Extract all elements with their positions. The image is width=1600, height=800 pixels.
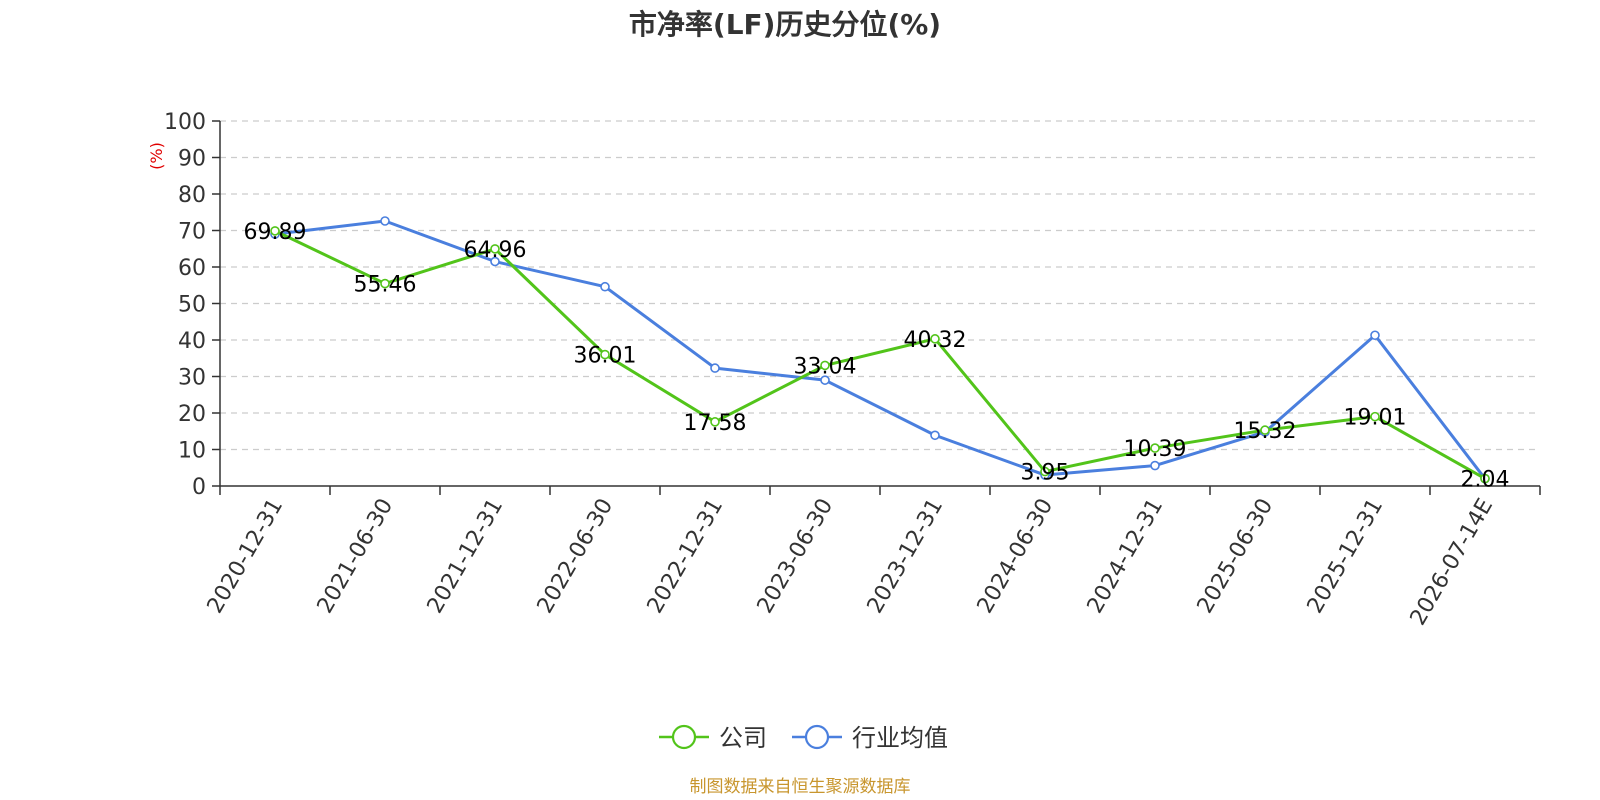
data-label: 17.58 — [684, 411, 747, 436]
data-label: 36.01 — [574, 344, 637, 369]
y-tick-label: 40 — [178, 329, 206, 354]
x-tick-label: 2026-07-14E — [1406, 495, 1499, 630]
legend-marker-icon — [804, 724, 830, 750]
x-tick-label: 2024-06-30 — [973, 495, 1059, 618]
legend-marker-icon — [671, 724, 697, 750]
x-tick-label: 2025-12-31 — [1303, 495, 1389, 618]
data-label: 33.04 — [794, 354, 857, 379]
x-tick-label: 2022-06-30 — [533, 495, 619, 618]
data-label: 69.89 — [244, 220, 307, 245]
x-tick-label: 2024-12-31 — [1083, 495, 1169, 618]
data-point — [710, 417, 720, 427]
y-tick-label: 80 — [178, 183, 206, 208]
data-point — [380, 216, 390, 226]
data-label: 55.46 — [354, 273, 417, 298]
source-note: 制图数据来自恒生聚源数据库 — [690, 777, 911, 797]
data-point — [270, 226, 280, 236]
data-point — [710, 363, 720, 373]
data-label: 64.96 — [464, 238, 527, 263]
chart-title: 市净率(LF)历史分位(%) — [629, 8, 941, 41]
legend-label: 公司 — [719, 724, 767, 752]
data-point — [1260, 425, 1270, 435]
data-point — [1150, 460, 1160, 471]
x-tick-label: 2023-12-31 — [863, 495, 949, 618]
x-tick-label: 2021-12-31 — [423, 495, 509, 618]
y-tick-label: 10 — [178, 439, 206, 464]
data-point — [600, 281, 610, 292]
series-layer — [270, 216, 1490, 484]
data-label: 40.32 — [904, 328, 967, 353]
data-point — [1480, 473, 1490, 484]
data-label: 3.95 — [1021, 461, 1070, 486]
series-0 — [270, 226, 1490, 484]
data-point — [820, 375, 830, 385]
series-1 — [270, 216, 1490, 484]
data-label: 10.39 — [1124, 437, 1187, 462]
legend-label: 行业均值 — [852, 724, 948, 752]
y-axis-label: (%) — [147, 142, 166, 170]
y-tick-label: 50 — [178, 293, 206, 318]
grid-lines — [220, 120, 1540, 451]
legend-item-0[interactable]: 公司 — [659, 724, 767, 752]
data-point — [490, 244, 500, 254]
data-label: 15.32 — [1234, 419, 1297, 444]
data-label: 19.01 — [1344, 406, 1407, 431]
data-point — [380, 278, 390, 289]
y-tick-label: 0 — [192, 475, 206, 500]
data-point — [1370, 330, 1380, 341]
x-tick-label: 2022-12-31 — [643, 495, 729, 618]
data-point — [820, 360, 830, 371]
x-tick-label: 2021-06-30 — [313, 495, 399, 618]
x-tick-label: 2020-12-31 — [203, 495, 289, 618]
data-point — [1040, 466, 1050, 477]
data-point — [490, 256, 500, 267]
y-tick-label: 30 — [178, 366, 206, 391]
y-tick-label: 70 — [178, 220, 206, 245]
y-tick-label: 20 — [178, 402, 206, 427]
y-tick-label: 90 — [178, 147, 206, 172]
data-point — [930, 334, 940, 344]
series-line-0 — [274, 229, 1486, 480]
data-labels: 69.89 55.46 64.96 36.01 17.58 33.04 40.32 3.95 1… — [244, 220, 1510, 493]
y-axis-ticks: 0 10 20 30 40 50 60 70 80 90 100 — [164, 110, 220, 500]
data-label: 2.04 — [1461, 468, 1510, 493]
x-axis-ticks: 2020-12-31 2021-06-30 2021-12-31 2022-06-30… — [203, 486, 1541, 630]
x-tick-label: 2023-06-30 — [753, 495, 839, 618]
data-point — [1370, 411, 1380, 422]
data-point — [930, 430, 940, 441]
data-point — [1150, 443, 1160, 453]
data-point — [600, 349, 610, 360]
y-tick-label: 100 — [164, 110, 206, 135]
x-tick-label: 2025-06-30 — [1193, 495, 1279, 618]
y-tick-label: 60 — [178, 256, 206, 281]
legend[interactable]: 公司 行业均值 — [659, 724, 948, 752]
legend-item-1[interactable]: 行业均值 — [792, 724, 948, 752]
